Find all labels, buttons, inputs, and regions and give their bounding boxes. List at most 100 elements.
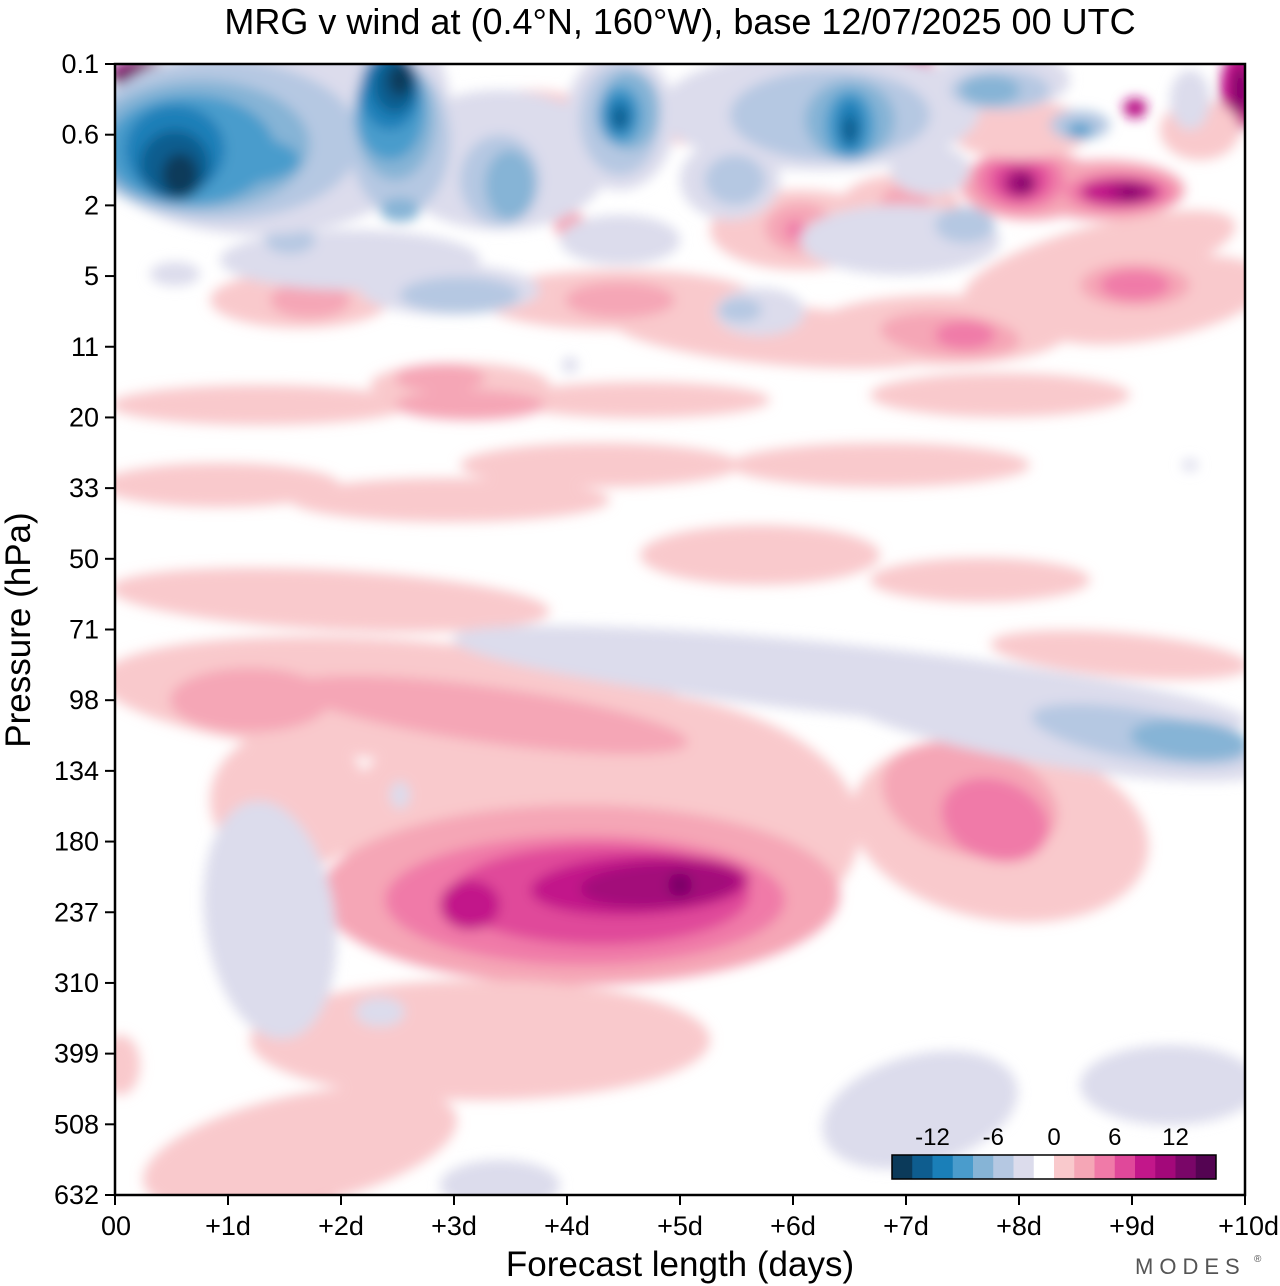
contour-region bbox=[170, 668, 330, 732]
x-tick-label: 00 bbox=[101, 1211, 131, 1241]
contour-region bbox=[935, 321, 995, 349]
y-tick-label: 134 bbox=[54, 756, 99, 786]
colorbar-frame bbox=[891, 1154, 1217, 1180]
contour-region bbox=[510, 382, 770, 418]
contour-region bbox=[1232, 65, 1245, 115]
colorbar-swatch bbox=[952, 1155, 974, 1179]
contour-region bbox=[1130, 103, 1140, 113]
contour-region bbox=[380, 198, 420, 222]
contour-region bbox=[460, 443, 740, 487]
colorbar-swatch bbox=[1135, 1155, 1156, 1179]
y-tick-label: 5 bbox=[84, 261, 99, 291]
colorbar-swatch bbox=[932, 1155, 954, 1179]
contour-region bbox=[935, 207, 995, 243]
y-tick-label: 237 bbox=[54, 897, 99, 927]
colorbar-swatch bbox=[1013, 1155, 1035, 1179]
contour-region bbox=[115, 1035, 140, 1095]
y-tick-label: 50 bbox=[69, 544, 99, 574]
contour-region bbox=[388, 64, 412, 96]
colorbar-tick-label: -6 bbox=[983, 1124, 1004, 1151]
contour-region bbox=[560, 215, 680, 265]
colorbar-tick-label: 6 bbox=[1108, 1124, 1121, 1151]
contour-region bbox=[440, 1160, 560, 1195]
contour-region bbox=[390, 781, 410, 809]
contour-region bbox=[870, 558, 1090, 602]
contour-region bbox=[960, 75, 1020, 105]
colorbar-swatch bbox=[912, 1155, 933, 1179]
x-axis: 00 +1d +2d +3d +4d +5d +6d +7d +8d +9d +10d bbox=[101, 1195, 1279, 1241]
y-tick-label: 11 bbox=[71, 332, 99, 362]
x-tick-label: +8d bbox=[996, 1211, 1042, 1241]
x-tick-label: +1d bbox=[205, 1211, 251, 1241]
contour-region bbox=[842, 116, 858, 144]
y-axis-label: Pressure (hPa) bbox=[0, 512, 38, 747]
contour-field bbox=[115, 64, 1245, 1195]
x-tick-label: +2d bbox=[318, 1211, 364, 1241]
y-tick-label: 20 bbox=[69, 402, 99, 432]
y-tick-label: 0.1 bbox=[61, 49, 99, 79]
colorbar-swatch bbox=[1054, 1155, 1075, 1179]
x-tick-label: +7d bbox=[883, 1211, 929, 1241]
contour-region bbox=[1170, 70, 1210, 130]
colorbar-tick-label: -12 bbox=[915, 1124, 950, 1151]
contour-region bbox=[162, 153, 198, 197]
contour-region bbox=[290, 478, 610, 522]
contour-region bbox=[950, 100, 1090, 160]
y-tick-label: 310 bbox=[54, 968, 99, 998]
colorbar-swatch bbox=[993, 1155, 1014, 1179]
contour-region bbox=[890, 145, 970, 195]
y-tick-label: 508 bbox=[54, 1109, 99, 1139]
contour-region bbox=[668, 873, 692, 897]
contour-region bbox=[440, 880, 500, 930]
contour-region bbox=[485, 150, 535, 220]
colorbar-swatch bbox=[892, 1155, 913, 1179]
y-tick-label: 2 bbox=[84, 190, 99, 220]
contour-region bbox=[730, 443, 1030, 487]
chart-title: MRG v wind at (0.4°N, 160°W), base 12/07… bbox=[224, 1, 1135, 42]
contour-region bbox=[1018, 177, 1032, 191]
contour-region bbox=[115, 463, 340, 507]
x-tick-label: +3d bbox=[431, 1211, 477, 1241]
contour-region bbox=[580, 862, 740, 908]
x-tick-label: +10d bbox=[1218, 1211, 1279, 1241]
contour-region bbox=[1182, 459, 1198, 471]
contour-region bbox=[718, 298, 762, 322]
x-tick-label: +5d bbox=[657, 1211, 703, 1241]
y-tick-label: 180 bbox=[54, 827, 99, 857]
contour-region bbox=[785, 220, 805, 240]
contour-region bbox=[705, 155, 765, 205]
contour-region bbox=[143, 1086, 457, 1195]
contour-region bbox=[1080, 1045, 1245, 1125]
colorbar-tick-label: 12 bbox=[1162, 1124, 1189, 1151]
colorbar-swatch bbox=[1074, 1155, 1095, 1179]
colorbar-swatch bbox=[1195, 1155, 1217, 1179]
modes-logo-registered-mark: ® bbox=[1254, 1254, 1262, 1265]
contour-region bbox=[203, 800, 337, 1040]
contour-region bbox=[400, 277, 520, 313]
contour-region bbox=[870, 373, 1130, 417]
contour-region bbox=[395, 390, 545, 420]
contour-region bbox=[562, 357, 578, 373]
colorbar-swatch bbox=[1175, 1155, 1197, 1179]
colorbar-tick-label: 0 bbox=[1047, 1124, 1060, 1151]
colorbar: -12 -6 0 6 12 bbox=[891, 1124, 1217, 1180]
contour-region bbox=[291, 675, 689, 755]
contour-region bbox=[990, 630, 1245, 680]
y-axis: 0.1 0.6 2 5 11 20 33 50 71 98 134 180 237 310 399 508 63… bbox=[54, 49, 115, 1210]
modes-logo: MODES bbox=[1135, 1254, 1246, 1279]
contour-region bbox=[150, 262, 200, 286]
x-tick-label: +4d bbox=[544, 1211, 590, 1241]
colorbar-swatch bbox=[1094, 1155, 1116, 1179]
colorbar-swatch bbox=[973, 1155, 994, 1179]
contour-region bbox=[395, 364, 485, 392]
colorbar-swatch bbox=[1033, 1155, 1055, 1179]
contour-region bbox=[941, 777, 1049, 863]
contour-region bbox=[1130, 719, 1245, 761]
x-tick-label: +6d bbox=[770, 1211, 816, 1241]
contour-region bbox=[640, 525, 880, 585]
contour-region bbox=[612, 106, 628, 130]
contour-region bbox=[822, 1050, 1018, 1170]
colorbar-swatch bbox=[1155, 1155, 1176, 1179]
contour-region bbox=[115, 385, 410, 425]
